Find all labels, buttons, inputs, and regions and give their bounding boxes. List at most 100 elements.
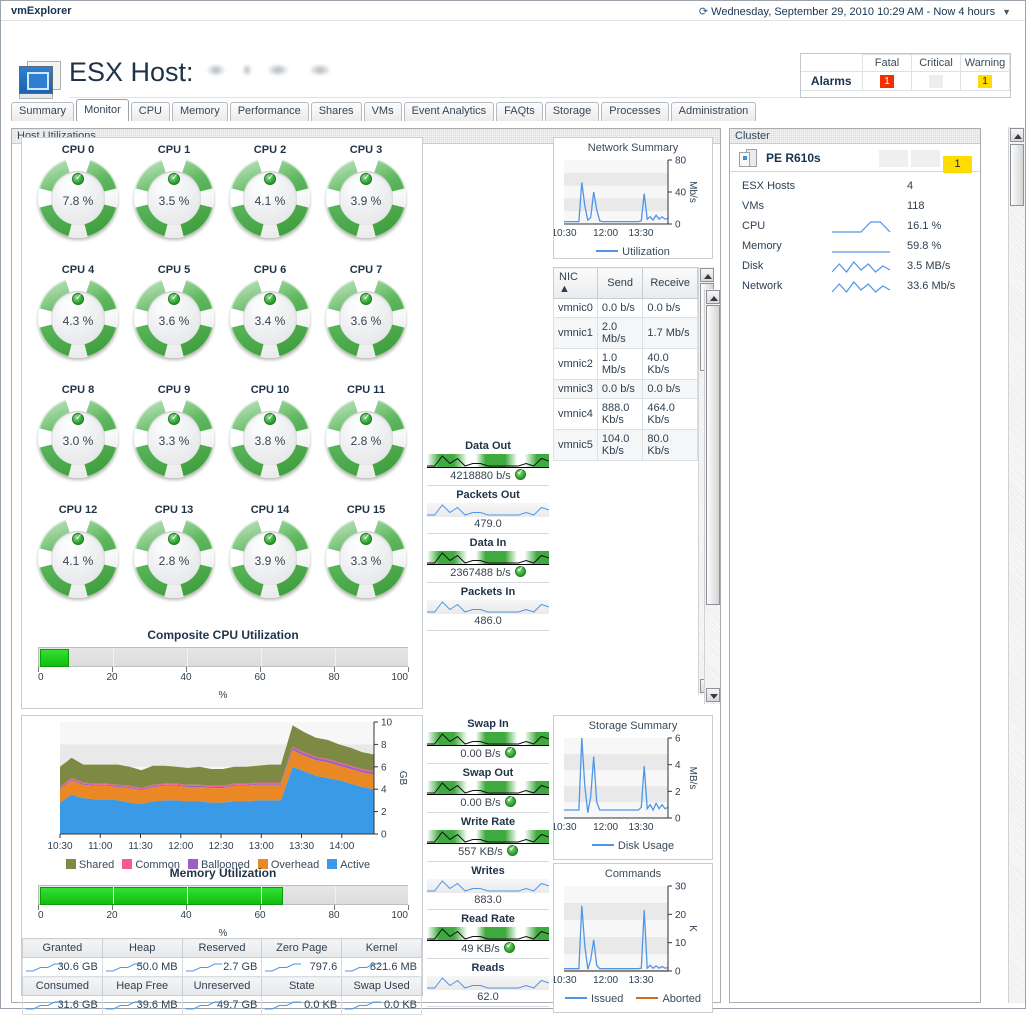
- svg-text:0: 0: [675, 814, 681, 825]
- metric-block[interactable]: Swap In 0.00 B/s: [427, 715, 549, 764]
- table-row[interactable]: vmnic3 0.0 b/s 0.0 b/s: [553, 379, 698, 399]
- tab-shares[interactable]: Shares: [310, 102, 362, 121]
- cpu-gauge-cell[interactable]: CPU 14 3.9 %: [222, 504, 318, 624]
- cpu-gauge-cell[interactable]: CPU 1 3.5 %: [126, 144, 222, 264]
- cpu-gauge[interactable]: 3.3 %: [134, 398, 214, 478]
- cpu-gauge[interactable]: 4.1 %: [230, 158, 310, 238]
- cpu-gauge[interactable]: 4.3 %: [38, 278, 118, 358]
- host-inner-scroll-down-button[interactable]: [706, 688, 720, 702]
- memory-stats-table-wrap: Granted Heap Reserved Zero Page Kernel 30.6 …: [22, 938, 422, 1015]
- cpu-gauge[interactable]: 2.8 %: [134, 518, 214, 598]
- page-scrollbar[interactable]: [1008, 127, 1025, 1003]
- cpu-gauge-cell[interactable]: CPU 2 4.1 %: [222, 144, 318, 264]
- cpu-gauge-cell[interactable]: CPU 5 3.6 %: [126, 264, 222, 384]
- cluster-metric-row[interactable]: VMs 118: [742, 198, 968, 218]
- cpu-gauge[interactable]: 3.5 %: [134, 158, 214, 238]
- table-row[interactable]: vmnic1 2.0 Mb/s 1.7 Mb/s: [553, 317, 698, 349]
- cluster-metric-row[interactable]: Disk 3.5 MB/s: [742, 258, 968, 278]
- tab-processes[interactable]: Processes: [601, 102, 669, 121]
- cluster-metric-row[interactable]: Network 33.6 Mb/s: [742, 278, 968, 298]
- nic-col-nic[interactable]: NIC ▲: [553, 267, 598, 299]
- cluster-metric-row[interactable]: Memory 59.8 %: [742, 238, 968, 258]
- table-row[interactable]: vmnic0 0.0 b/s 0.0 b/s: [553, 298, 698, 318]
- host-panel-inner-scrollbar[interactable]: [704, 289, 720, 704]
- metric-block[interactable]: Packets Out 479.0: [427, 486, 549, 534]
- cpu-gauge[interactable]: 4.1 %: [38, 518, 118, 598]
- tab-summary[interactable]: Summary: [11, 102, 75, 121]
- nic-col-receive[interactable]: Receive: [642, 267, 698, 299]
- table-row[interactable]: vmnic2 1.0 Mb/s 40.0 Kb/s: [553, 348, 698, 380]
- cpu-gauge-cell[interactable]: CPU 9 3.3 %: [126, 384, 222, 504]
- cpu-gauge-cell[interactable]: CPU 10 3.8 %: [222, 384, 318, 504]
- tab-vms[interactable]: VMs: [363, 102, 402, 121]
- page-scroll-thumb[interactable]: [1010, 144, 1024, 206]
- table-row[interactable]: vmnic5 104.0 Kb/s 80.0 Kb/s: [553, 429, 698, 461]
- cpu-gauge[interactable]: 2.8 %: [326, 398, 406, 478]
- cpu-gauge-cell[interactable]: CPU 13 2.8 %: [126, 504, 222, 624]
- cpu-gauge-cell[interactable]: CPU 4 4.3 %: [30, 264, 126, 384]
- cpu-gauge[interactable]: 3.0 %: [38, 398, 118, 478]
- cpu-gauge-cell[interactable]: CPU 6 3.4 %: [222, 264, 318, 384]
- nic-col-send[interactable]: Send: [596, 267, 644, 299]
- time-range-selector[interactable]: ⟳ Wednesday, September 29, 2010 10:29 AM …: [699, 5, 1011, 18]
- cpu-gauge-cell[interactable]: CPU 15 3.3 %: [318, 504, 414, 624]
- host-inner-scroll-thumb[interactable]: [706, 305, 720, 605]
- cpu-gauge[interactable]: 3.6 %: [326, 278, 406, 358]
- metric-block[interactable]: Data Out 4218880 b/s: [427, 437, 549, 486]
- tab-storage[interactable]: Storage: [544, 102, 600, 121]
- cpu-gauge[interactable]: 3.9 %: [230, 518, 310, 598]
- cpu-gauge-cell[interactable]: CPU 8 3.0 %: [30, 384, 126, 504]
- page-scroll-up-button[interactable]: [1010, 128, 1024, 142]
- cluster-row-sparkline: [831, 258, 892, 276]
- cpu-gauge-cell[interactable]: CPU 0 7.8 %: [30, 144, 126, 264]
- cpu-gauge[interactable]: 3.9 %: [326, 158, 406, 238]
- tab-cpu[interactable]: CPU: [130, 102, 170, 121]
- cpu-gauge[interactable]: 3.4 %: [230, 278, 310, 358]
- nic-scroll-up-button[interactable]: [700, 268, 714, 282]
- host-inner-scroll-up-button[interactable]: [706, 290, 720, 304]
- cluster-metric-row[interactable]: ESX Hosts 4: [742, 178, 968, 198]
- cpu-gauge-label: CPU 5: [157, 264, 191, 276]
- cpu-gauge-cell[interactable]: CPU 11 2.8 %: [318, 384, 414, 504]
- tab-event-analytics[interactable]: Event Analytics: [403, 102, 495, 121]
- metric-block[interactable]: Reads 62.0: [427, 959, 549, 1007]
- alarm-fatal-badge[interactable]: 1: [880, 74, 894, 88]
- cluster-badge-critical[interactable]: [911, 150, 940, 167]
- axis-tick: [112, 667, 113, 672]
- alarm-warning-cell[interactable]: 1: [960, 71, 1010, 91]
- cpu-gauge[interactable]: 3.6 %: [134, 278, 214, 358]
- chevron-down-icon[interactable]: ▼: [1002, 7, 1011, 17]
- metric-block[interactable]: Swap Out 0.00 B/s: [427, 764, 549, 813]
- alarm-warning-badge[interactable]: 1: [978, 74, 992, 88]
- tab-performance[interactable]: Performance: [229, 102, 309, 121]
- tab-monitor[interactable]: Monitor: [76, 99, 129, 121]
- cpu-gauge[interactable]: 3.8 %: [230, 398, 310, 478]
- tab-memory[interactable]: Memory: [171, 102, 228, 121]
- svg-text:10:30: 10:30: [47, 841, 72, 852]
- metric-block[interactable]: Write Rate 557 KB/s: [427, 813, 549, 862]
- cluster-badge-fatal[interactable]: [879, 150, 908, 167]
- table-row[interactable]: vmnic4 888.0 Kb/s 464.0 Kb/s: [553, 398, 698, 430]
- cpu-gauges-box: CPU 0 7.8 % CPU 1 3.5 % CPU 2 4.1 % CPU 3 3.9 %…: [21, 137, 423, 709]
- alarm-fatal-cell[interactable]: 1: [862, 71, 912, 91]
- tab-faqts[interactable]: FAQts: [496, 102, 543, 121]
- alarm-critical-badge[interactable]: [929, 74, 943, 88]
- metric-block[interactable]: Read Rate 49 KB/s: [427, 910, 549, 959]
- metric-block[interactable]: Packets In 486.0: [427, 583, 549, 631]
- cpu-gauge[interactable]: 3.3 %: [326, 518, 406, 598]
- cluster-row-sparkline: [832, 218, 892, 236]
- metric-block[interactable]: Writes 883.0: [427, 862, 549, 910]
- cluster-name[interactable]: PE R610s: [766, 151, 821, 165]
- tab-administration[interactable]: Administration: [670, 102, 757, 121]
- metric-block[interactable]: Data In 2367488 b/s: [427, 534, 549, 583]
- cpu-gauge-cell[interactable]: CPU 7 3.6 %: [318, 264, 414, 384]
- alarm-critical-cell[interactable]: [911, 71, 961, 91]
- cluster-metric-row[interactable]: CPU 16.1 %: [742, 218, 968, 238]
- commands-title: Commands: [604, 868, 662, 880]
- cpu-gauge-cell[interactable]: CPU 3 3.9 %: [318, 144, 414, 264]
- cpu-gauge[interactable]: 7.8 %: [38, 158, 118, 238]
- time-range-label: Wednesday, September 29, 2010 10:29 AM -…: [711, 6, 996, 18]
- cluster-header[interactable]: PE R610s 1: [730, 144, 980, 173]
- cpu-gauge-cell[interactable]: CPU 12 4.1 %: [30, 504, 126, 624]
- cluster-badge-warning[interactable]: 1: [943, 156, 972, 173]
